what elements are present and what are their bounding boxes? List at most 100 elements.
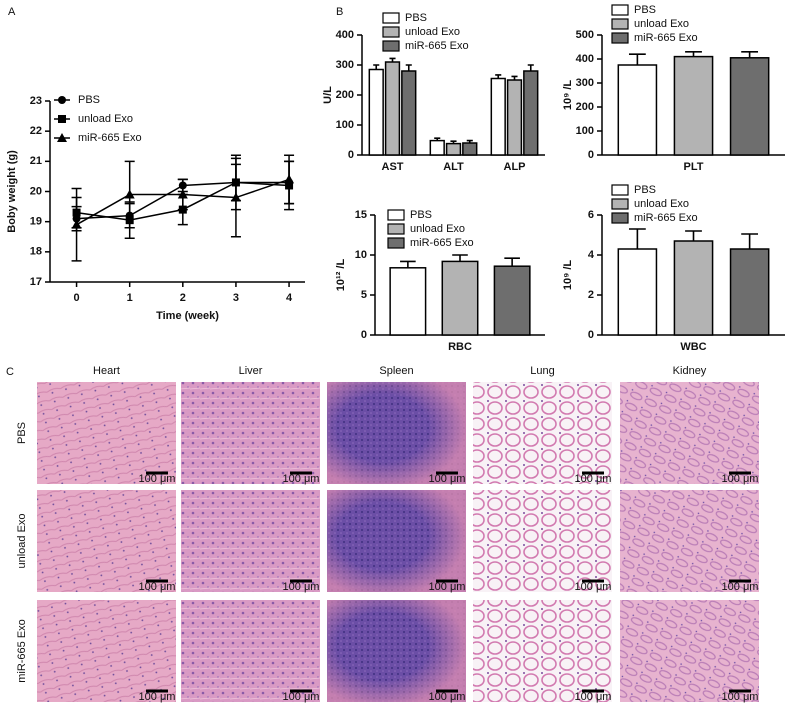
histology-image bbox=[473, 490, 612, 592]
legend-swatch bbox=[611, 4, 629, 16]
legend-swatch bbox=[611, 18, 629, 30]
y-tick-label: 4 bbox=[588, 249, 595, 261]
legend-label: miR-665 Exo bbox=[634, 32, 698, 44]
legend-swatch bbox=[611, 184, 629, 196]
legend-label: unload Exo bbox=[405, 26, 460, 38]
y-tick-label: 2 bbox=[588, 289, 594, 301]
histology-image bbox=[620, 490, 759, 592]
legend-label: unload Exo bbox=[410, 223, 465, 235]
y-tick-label: 17 bbox=[30, 276, 42, 288]
y-tick-label: 18 bbox=[30, 246, 42, 258]
legend-marker bbox=[58, 96, 66, 104]
error-bar bbox=[685, 230, 702, 241]
y-tick-label: 500 bbox=[576, 29, 594, 41]
histology-image bbox=[37, 382, 176, 484]
y-axis-label: 10⁹ /L bbox=[562, 80, 574, 111]
scale-bar-label: 100 μm bbox=[283, 581, 320, 593]
legend-label: PBS bbox=[78, 94, 100, 106]
y-axis-label: Boby weight (g) bbox=[6, 150, 18, 233]
y-tick-label: 300 bbox=[336, 59, 354, 71]
scale-bar-label: 100 μm bbox=[139, 691, 176, 703]
y-axis-label: 10¹² /L bbox=[335, 259, 347, 292]
column-label: Heart bbox=[93, 365, 120, 377]
scale-bar-label: 100 μm bbox=[283, 473, 320, 485]
error-bar bbox=[741, 51, 759, 58]
error-bar bbox=[452, 254, 468, 262]
column-label: Spleen bbox=[379, 365, 413, 377]
bar bbox=[729, 57, 770, 156]
x-tick-label: 3 bbox=[233, 292, 239, 304]
y-tick-label: 400 bbox=[336, 29, 354, 41]
panel-label: C bbox=[6, 366, 14, 378]
error-bar bbox=[527, 64, 534, 71]
y-tick-label: 6 bbox=[588, 209, 594, 221]
histology-image bbox=[473, 600, 612, 702]
legend-label: miR-665 Exo bbox=[405, 40, 469, 52]
scale-bar-label: 100 μm bbox=[429, 691, 466, 703]
legend-label: PBS bbox=[410, 209, 432, 221]
histology-image bbox=[37, 600, 176, 702]
error-bar bbox=[400, 260, 416, 268]
legend-marker bbox=[58, 115, 66, 123]
legend-label: miR-665 Exo bbox=[634, 212, 698, 224]
bar bbox=[673, 55, 714, 156]
legend-label: unload Exo bbox=[634, 18, 689, 30]
legend-swatch bbox=[611, 198, 629, 210]
bar bbox=[490, 77, 506, 156]
y-tick-label: 100 bbox=[336, 119, 354, 131]
x-tick-label: 4 bbox=[286, 292, 293, 304]
scale-bar-label: 100 μm bbox=[429, 473, 466, 485]
y-tick-label: 0 bbox=[588, 149, 594, 161]
bar bbox=[462, 142, 478, 156]
legend-label: miR-665 Exo bbox=[410, 237, 474, 249]
x-tick-label: WBC bbox=[680, 341, 706, 353]
legend-swatch bbox=[387, 223, 405, 235]
histology-overlay bbox=[327, 490, 466, 592]
x-tick-label: ALP bbox=[504, 161, 526, 173]
bar bbox=[523, 70, 539, 156]
histology-overlay bbox=[327, 600, 466, 702]
scale-bar-label: 100 μm bbox=[575, 581, 612, 593]
y-tick-label: 0 bbox=[588, 329, 594, 341]
y-axis-label: U/L bbox=[322, 86, 334, 104]
column-label: Kidney bbox=[673, 365, 707, 377]
row-label: unload Exo bbox=[16, 513, 28, 568]
scale-bar-label: 100 μm bbox=[575, 691, 612, 703]
x-tick-label: PLT bbox=[684, 161, 704, 173]
error-bar bbox=[628, 228, 646, 249]
data-point bbox=[177, 189, 188, 199]
histology-image bbox=[181, 600, 320, 702]
bar bbox=[429, 139, 445, 156]
scale-bar-label: 100 μm bbox=[575, 473, 612, 485]
legend-swatch bbox=[382, 26, 400, 38]
y-tick-label: 0 bbox=[361, 329, 367, 341]
y-tick-label: 200 bbox=[576, 101, 594, 113]
error-bar bbox=[628, 53, 646, 65]
x-tick-label: 2 bbox=[180, 292, 186, 304]
bar bbox=[617, 64, 658, 156]
legend-label: miR-665 Exo bbox=[78, 132, 142, 144]
y-axis-label: 10⁹ /L bbox=[562, 260, 574, 291]
bar bbox=[506, 79, 523, 156]
error-bar bbox=[405, 64, 412, 71]
y-tick-label: 400 bbox=[576, 53, 594, 65]
legend-swatch bbox=[611, 212, 629, 224]
y-tick-label: 5 bbox=[361, 289, 367, 301]
y-tick-label: 0 bbox=[348, 149, 354, 161]
histology-image bbox=[181, 382, 320, 484]
data-point bbox=[284, 174, 295, 184]
y-tick-label: 15 bbox=[355, 209, 367, 221]
bar bbox=[729, 248, 770, 336]
legend-swatch bbox=[387, 209, 405, 221]
scale-bar-label: 100 μm bbox=[429, 581, 466, 593]
error-bar bbox=[504, 257, 520, 267]
y-tick-label: 23 bbox=[30, 95, 42, 107]
row-label: PBS bbox=[16, 422, 28, 444]
column-label: Liver bbox=[239, 365, 263, 377]
error-bar bbox=[741, 233, 759, 249]
histology-overlay bbox=[327, 382, 466, 484]
legend-swatch bbox=[382, 40, 400, 52]
legend-swatch bbox=[611, 32, 629, 44]
data-point bbox=[71, 219, 82, 229]
scale-bar-label: 100 μm bbox=[139, 581, 176, 593]
